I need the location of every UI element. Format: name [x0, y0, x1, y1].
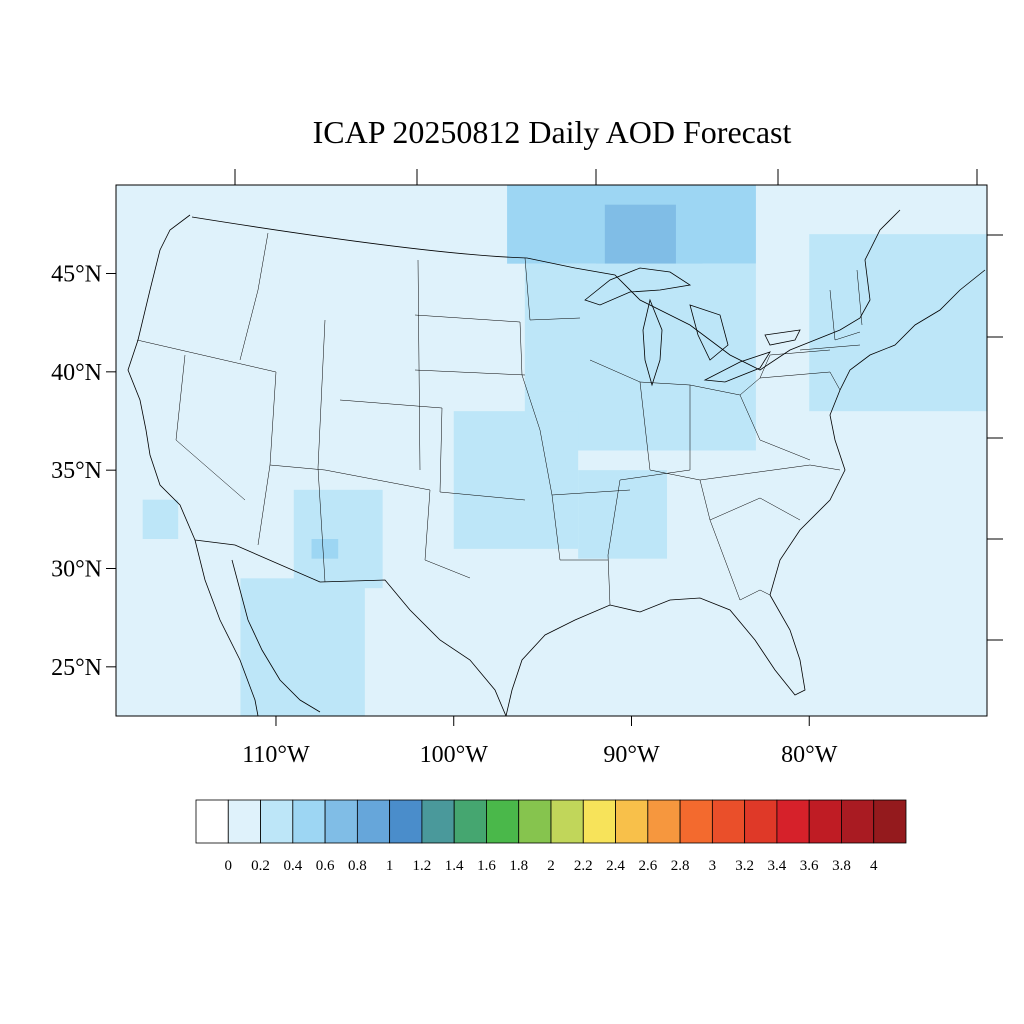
lat-tick-label: 40°N [51, 360, 102, 386]
map-boundaries [127, 209, 986, 716]
colorbar-label: 2.8 [671, 858, 690, 874]
aod-region-northeast [809, 234, 987, 412]
colorbar-swatch [582, 799, 616, 844]
lon-tick-label: 100°W [420, 742, 489, 768]
colorbar-label: 3.8 [832, 858, 851, 874]
aod-region-new-mexico-peak [311, 539, 339, 559]
colorbar-label: 2.2 [574, 858, 593, 874]
colorbar-label: 0.4 [283, 858, 302, 874]
colorbar-swatch [486, 799, 520, 844]
colorbar-swatch [324, 799, 358, 844]
map-frame [115, 184, 988, 717]
colorbar-label: 0 [225, 858, 233, 874]
aod-region-arkansas-mississippi [578, 470, 668, 559]
colorbar-swatch [841, 799, 875, 844]
state-lines [136, 232, 863, 606]
axis-tick-labels: 45°N 40°N 35°N 30°N 25°N 110°W 100°W 90°W 80°W [51, 262, 838, 769]
colorbar-swatch [744, 799, 778, 844]
canada-border [191, 209, 901, 371]
colorbar-swatch [550, 799, 584, 844]
colorbar-swatch [453, 799, 487, 844]
colorbar-swatch [227, 799, 261, 844]
colorbar-swatch [292, 799, 326, 844]
lon-tick-label: 80°W [781, 742, 838, 768]
aod-region-central-plains [453, 411, 579, 549]
colorbar-label: 3.4 [768, 858, 787, 874]
colorbar-swatch [647, 799, 681, 844]
colorbar-swatch [195, 799, 229, 844]
mexico-border [194, 539, 507, 716]
gulf-coast [505, 594, 806, 716]
map-ticks [106, 169, 1003, 726]
colorbar-label: 3.2 [735, 858, 754, 874]
lat-tick-label: 45°N [51, 262, 102, 288]
colorbar-label: 3.6 [800, 858, 819, 874]
colorbar-label: 0.2 [251, 858, 270, 874]
colorbar-swatch [679, 799, 713, 844]
colorbar-label: 4 [870, 858, 878, 874]
colorbar-swatch [615, 799, 649, 844]
colorbar-label: 1.4 [445, 858, 464, 874]
colorbar-label: 1.2 [413, 858, 432, 874]
colorbar-label: 0.6 [316, 858, 335, 874]
lon-tick-label: 110°W [242, 742, 310, 768]
aod-region-southern-california [142, 499, 179, 539]
lake-huron [689, 304, 729, 361]
aod-region-arizona-sonora [240, 578, 365, 716]
colorbar-label: 3 [709, 858, 717, 874]
lake-michigan [642, 298, 663, 387]
colorbar-label: 2.6 [638, 858, 657, 874]
colorbar-label: 1.8 [509, 858, 528, 874]
lat-tick-label: 25°N [51, 655, 102, 681]
colorbar-swatch [776, 799, 810, 844]
colorbar-swatch [808, 799, 842, 844]
aod-colorbar: 0 0.2 0.4 0.6 0.8 1 1.2 1.4 1.6 1.8 2 2.2 2.4 2.6 2.8 3… [195, 799, 907, 874]
lake-ontario [764, 329, 801, 346]
map-panel: 45°N 40°N 35°N 30°N 25°N 110°W 100°W 90°W 80°W [51, 169, 1003, 768]
aod-field [142, 185, 987, 716]
colorbar-label: 0.8 [348, 858, 367, 874]
lat-tick-label: 35°N [51, 458, 102, 484]
colorbar-swatch [260, 799, 294, 844]
colorbar-swatch [873, 799, 907, 844]
colorbar-swatch [421, 799, 455, 844]
colorbar-swatch [518, 799, 552, 844]
aod-region-lake-superior-peak [604, 204, 676, 264]
colorbar-label: 2 [547, 858, 555, 874]
colorbar-label: 2.4 [606, 858, 625, 874]
lake-erie [703, 351, 771, 383]
map-title: ICAP 20250812 Daily AOD Forecast [313, 114, 792, 150]
colorbar-label: 1.6 [477, 858, 496, 874]
colorbar-swatch [711, 799, 746, 844]
lat-tick-label: 30°N [51, 557, 102, 583]
colorbar-swatch [356, 799, 391, 844]
lon-tick-label: 90°W [603, 742, 660, 768]
lake-superior [584, 267, 692, 306]
colorbar-label: 1 [386, 858, 394, 874]
colorbar-swatch [389, 799, 423, 844]
gulf-of-california [231, 559, 321, 713]
pacific-coast [127, 214, 259, 716]
